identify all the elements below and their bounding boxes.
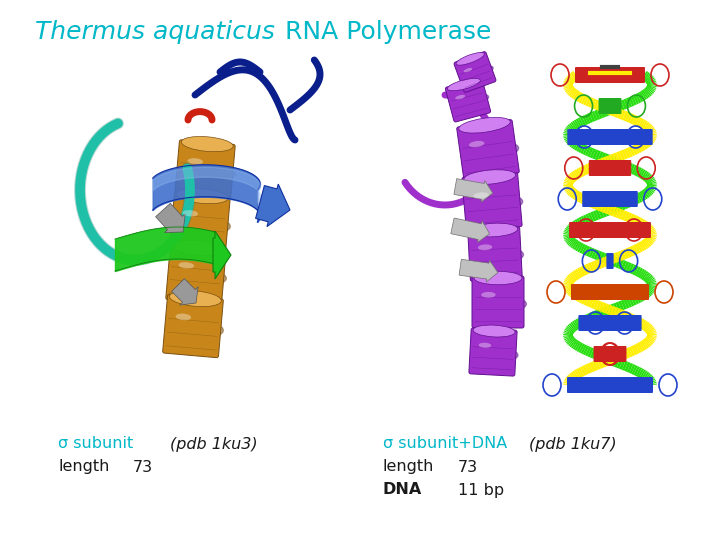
Ellipse shape [473, 325, 515, 337]
Ellipse shape [452, 94, 489, 109]
Ellipse shape [473, 192, 489, 199]
Ellipse shape [466, 195, 523, 213]
FancyBboxPatch shape [582, 191, 638, 207]
Ellipse shape [172, 240, 224, 256]
FancyBboxPatch shape [569, 222, 651, 238]
FancyBboxPatch shape [166, 244, 226, 304]
Ellipse shape [181, 137, 233, 152]
Text: DNA: DNA [383, 483, 422, 497]
Ellipse shape [464, 68, 472, 72]
FancyBboxPatch shape [446, 78, 490, 122]
FancyBboxPatch shape [170, 192, 230, 252]
FancyBboxPatch shape [163, 294, 223, 357]
Ellipse shape [469, 223, 518, 237]
FancyArrow shape [213, 231, 231, 279]
FancyBboxPatch shape [598, 98, 621, 114]
Ellipse shape [447, 78, 480, 91]
Text: length: length [383, 460, 434, 475]
Ellipse shape [462, 66, 493, 80]
FancyBboxPatch shape [468, 227, 522, 281]
Ellipse shape [479, 343, 491, 348]
FancyBboxPatch shape [593, 346, 626, 362]
FancyBboxPatch shape [462, 173, 522, 231]
Ellipse shape [469, 141, 485, 147]
FancyBboxPatch shape [469, 328, 517, 376]
FancyArrow shape [451, 218, 490, 242]
FancyArrow shape [156, 203, 185, 233]
Ellipse shape [459, 117, 510, 133]
Text: RNA Polymerase: RNA Polymerase [277, 20, 491, 44]
FancyBboxPatch shape [575, 67, 645, 83]
Text: σ subunit: σ subunit [58, 436, 133, 451]
FancyBboxPatch shape [567, 129, 652, 145]
Ellipse shape [455, 95, 465, 99]
FancyBboxPatch shape [175, 140, 235, 200]
FancyBboxPatch shape [606, 253, 613, 269]
FancyBboxPatch shape [578, 315, 642, 331]
Ellipse shape [456, 52, 485, 65]
FancyArrow shape [256, 184, 290, 227]
Ellipse shape [176, 188, 228, 204]
Text: (pdb 1ku7): (pdb 1ku7) [529, 436, 616, 451]
Ellipse shape [478, 245, 492, 250]
Ellipse shape [187, 158, 203, 165]
FancyBboxPatch shape [567, 377, 653, 393]
Ellipse shape [462, 142, 518, 161]
Text: length: length [58, 460, 109, 475]
Text: (pdb 1ku3): (pdb 1ku3) [170, 436, 258, 451]
Text: σ subunit+DNA: σ subunit+DNA [383, 436, 508, 451]
Ellipse shape [472, 347, 518, 362]
Ellipse shape [474, 271, 522, 285]
Ellipse shape [174, 215, 230, 234]
Ellipse shape [481, 292, 495, 298]
Text: 73: 73 [133, 460, 153, 475]
Text: Thermus aquaticus: Thermus aquaticus [35, 20, 275, 44]
FancyArrow shape [454, 179, 492, 202]
Ellipse shape [169, 291, 221, 307]
Ellipse shape [166, 318, 223, 338]
FancyBboxPatch shape [472, 276, 524, 328]
Ellipse shape [474, 295, 526, 313]
Ellipse shape [464, 170, 516, 185]
FancyBboxPatch shape [589, 160, 631, 176]
Ellipse shape [471, 247, 523, 265]
FancyArrow shape [459, 259, 498, 282]
FancyBboxPatch shape [456, 119, 519, 180]
Ellipse shape [176, 314, 191, 320]
Text: 11 bp: 11 bp [458, 483, 504, 497]
Ellipse shape [179, 262, 194, 268]
FancyArrow shape [171, 279, 198, 305]
Ellipse shape [183, 210, 198, 217]
Ellipse shape [169, 267, 226, 286]
Text: 73: 73 [458, 460, 478, 475]
Ellipse shape [179, 163, 235, 181]
FancyBboxPatch shape [571, 284, 649, 300]
FancyBboxPatch shape [454, 52, 496, 92]
